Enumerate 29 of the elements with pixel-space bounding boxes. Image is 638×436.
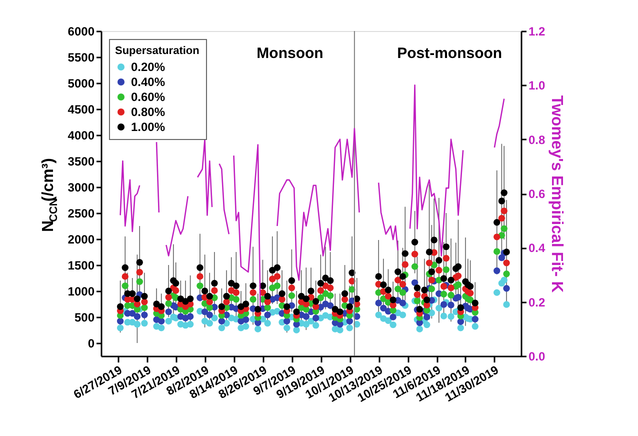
- y2-tick-label: 0.4: [528, 241, 546, 256]
- y-tick-label: 4000: [68, 128, 95, 142]
- y2-tick-label: 0.0: [528, 350, 546, 364]
- y-tick-label: 5500: [68, 50, 95, 64]
- y2-axis-title: Twomey's Empirical Fit- K: [548, 95, 566, 294]
- legend-label: 0.60%: [131, 90, 166, 104]
- legend-label: 1.00%: [131, 120, 166, 134]
- y2-tick-label: 1.0: [528, 78, 546, 93]
- y-tick-label: 6000: [68, 24, 95, 38]
- y-tick-label: 1000: [68, 284, 95, 298]
- y-tick-label: 500: [74, 310, 95, 324]
- y2-tick-label: 0.8: [528, 132, 546, 147]
- y2-tick-label: 1.2: [528, 24, 546, 38]
- y2-tick-label: 0.6: [528, 187, 546, 201]
- y-tick-label: 3000: [68, 180, 95, 194]
- y-tick-label: 4500: [68, 102, 95, 116]
- annotation: Monsoon: [256, 45, 324, 62]
- y-tick-label: 3500: [68, 154, 95, 168]
- legend-label: 0.80%: [131, 105, 166, 119]
- y2-tick-label: 0.2: [528, 295, 546, 310]
- y-tick-label: 5000: [68, 76, 95, 90]
- y-tick-label: 0: [88, 336, 95, 350]
- legend-label: 0.20%: [131, 60, 166, 74]
- legend-label: 0.40%: [131, 75, 166, 89]
- y-tick-label: 2500: [68, 206, 95, 220]
- y-tick-label: 1500: [68, 258, 95, 272]
- annotation: Post-monsoon: [397, 45, 502, 62]
- y-tick-label: 2000: [68, 232, 95, 246]
- legend-title: Supersaturation: [115, 45, 200, 57]
